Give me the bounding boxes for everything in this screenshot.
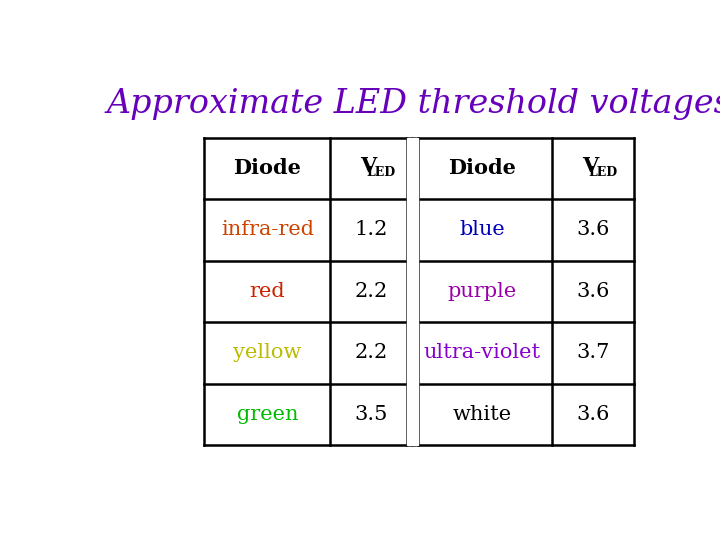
Text: yellow: yellow bbox=[233, 343, 302, 362]
Text: LED: LED bbox=[366, 166, 396, 179]
Text: red: red bbox=[250, 282, 285, 301]
Text: 3.6: 3.6 bbox=[577, 282, 610, 301]
Text: ultra-violet: ultra-violet bbox=[423, 343, 541, 362]
Text: LED: LED bbox=[589, 166, 618, 179]
Text: 2.2: 2.2 bbox=[355, 282, 388, 301]
Text: 3.6: 3.6 bbox=[577, 220, 610, 239]
Text: 3.5: 3.5 bbox=[355, 405, 388, 424]
Text: 3.6: 3.6 bbox=[577, 405, 610, 424]
Text: V: V bbox=[582, 156, 598, 176]
Text: blue: blue bbox=[459, 220, 505, 239]
Text: purple: purple bbox=[448, 282, 517, 301]
Text: Diode: Diode bbox=[449, 158, 516, 178]
Text: green: green bbox=[237, 405, 298, 424]
Bar bbox=[407, 138, 418, 445]
Text: 1.2: 1.2 bbox=[355, 220, 388, 239]
Text: Diode: Diode bbox=[233, 158, 302, 178]
Text: V: V bbox=[361, 156, 377, 176]
Text: 2.2: 2.2 bbox=[355, 343, 388, 362]
Text: infra-red: infra-red bbox=[221, 220, 314, 239]
Text: white: white bbox=[453, 405, 512, 424]
Text: Approximate LED threshold voltages: Approximate LED threshold voltages bbox=[107, 87, 720, 120]
Text: 3.7: 3.7 bbox=[577, 343, 610, 362]
